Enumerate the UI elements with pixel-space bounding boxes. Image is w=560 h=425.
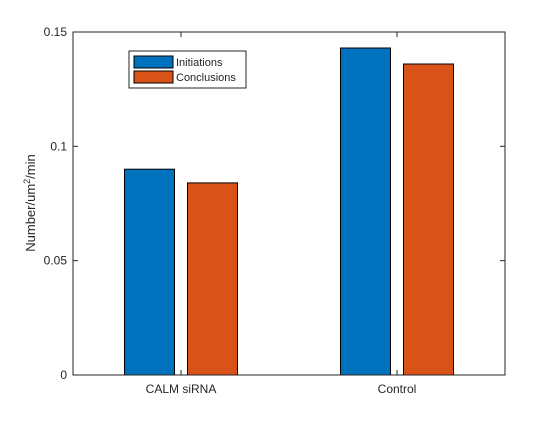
legend-swatch-initiations [133,55,174,69]
y-tick-label: 0.05 [44,254,68,268]
bar-conclusions-calm-sirna [187,182,238,376]
x-tick-label: CALM siRNA [146,382,217,396]
y-tick-label: 0.1 [50,139,67,153]
legend-label-conclusions: Conclusions [176,72,236,84]
x-tick-label: Control [378,382,417,396]
legend-label-initiations: Initiations [176,57,223,69]
bar-conclusions-control [403,63,454,376]
legend-swatch-conclusions [133,70,174,84]
y-tick-label: 0 [60,368,67,382]
y-tick-label: 0.15 [44,25,68,39]
bar-initiations-control [340,47,391,376]
axes-box [72,31,506,376]
bar-initiations-calm-sirna [124,168,175,376]
legend: Initiations Conclusions [128,50,247,89]
y-axis-label: Number/um2/min [22,154,38,252]
